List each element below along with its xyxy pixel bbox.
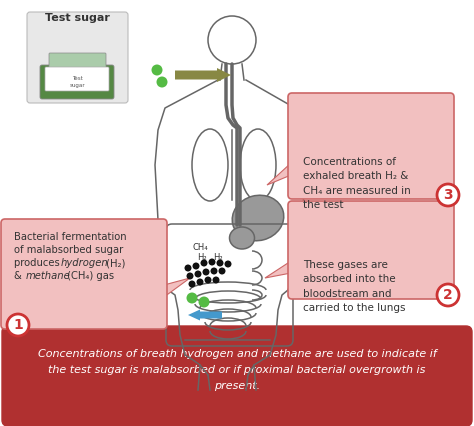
Circle shape [186,273,193,279]
Text: CH₄: CH₄ [192,244,208,253]
FancyBboxPatch shape [288,201,454,299]
Circle shape [7,314,29,336]
Text: hydrogen: hydrogen [61,258,109,268]
Circle shape [194,271,201,277]
Circle shape [186,293,198,303]
Text: &: & [14,271,25,281]
Polygon shape [164,278,190,297]
FancyArrow shape [188,310,222,320]
FancyBboxPatch shape [288,93,454,199]
Text: Concentrations of
exhaled breath H₂ &
CH₄ are measured in
the test: Concentrations of exhaled breath H₂ & CH… [303,157,411,210]
FancyBboxPatch shape [2,326,472,426]
Circle shape [219,268,226,274]
Text: Test
sugar: Test sugar [69,76,85,88]
Circle shape [225,261,231,268]
Text: Concentrations of breath hydrogen and methane are used to indicate if
the test s: Concentrations of breath hydrogen and me… [37,349,437,391]
Circle shape [212,276,219,283]
Circle shape [152,64,163,75]
Ellipse shape [229,227,255,249]
Text: (CH₄) gas: (CH₄) gas [64,271,114,281]
Text: of malabsorbed sugar: of malabsorbed sugar [14,245,123,255]
FancyBboxPatch shape [45,67,109,91]
Text: Bacterial fermentation: Bacterial fermentation [14,232,127,242]
Circle shape [192,262,200,270]
Text: These gases are
absorbed into the
bloodstream and
carried to the lungs: These gases are absorbed into the bloods… [303,260,405,313]
Polygon shape [265,261,291,278]
Text: 1: 1 [13,318,23,332]
Circle shape [184,265,191,271]
Circle shape [156,77,167,87]
FancyBboxPatch shape [40,65,114,99]
Circle shape [204,276,211,283]
Circle shape [189,280,195,288]
Circle shape [209,259,216,265]
Circle shape [197,279,203,285]
Polygon shape [267,163,291,185]
Text: Test sugar: Test sugar [45,13,109,23]
Text: (H₂): (H₂) [103,258,126,268]
FancyArrow shape [175,68,231,82]
Text: methane: methane [26,271,71,281]
Circle shape [201,259,208,267]
Circle shape [217,259,224,267]
Ellipse shape [232,195,284,241]
Circle shape [210,268,218,274]
Circle shape [199,296,210,308]
Text: H₂: H₂ [213,253,223,262]
FancyBboxPatch shape [1,219,167,329]
Circle shape [437,284,459,306]
Circle shape [202,268,210,276]
Text: H₂: H₂ [197,253,207,262]
FancyBboxPatch shape [27,12,128,103]
Circle shape [437,184,459,206]
Text: 3: 3 [443,188,453,202]
FancyBboxPatch shape [49,53,106,73]
Text: 2: 2 [443,288,453,302]
Text: produces: produces [14,258,63,268]
